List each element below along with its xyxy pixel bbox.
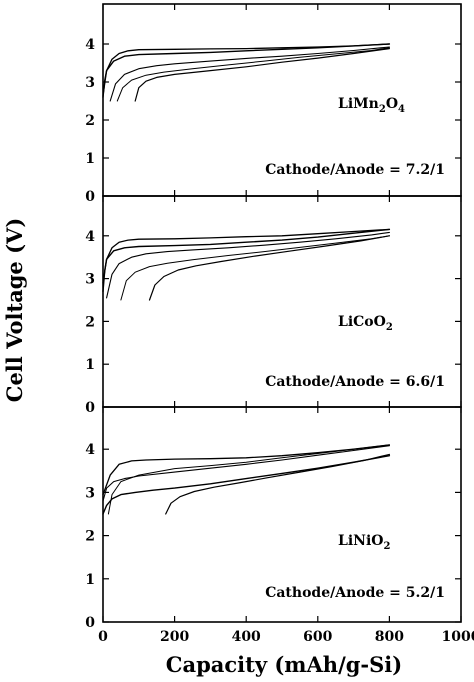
formula-text: LiCoO (338, 314, 386, 330)
curve-1 (102, 228, 391, 284)
curve-2 (109, 46, 390, 102)
x-tick-labels: 0 200 400 600 800 1000 (98, 629, 474, 645)
curve-4 (120, 235, 390, 301)
y-tick-label: 4 (85, 37, 95, 53)
curve-5 (165, 453, 390, 515)
y-tick-label: 2 (85, 314, 95, 330)
y-tick-label: 2 (85, 529, 95, 545)
compound-label: LiNiO2 (338, 533, 390, 552)
y-tick-label: 1 (85, 572, 95, 588)
y-tick-label: 0 (85, 189, 95, 205)
curve-1 (102, 43, 391, 96)
curve-5 (148, 235, 390, 301)
y-axis-title: Cell Voltage (V) (2, 218, 27, 403)
curve-3 (102, 43, 391, 98)
ratio-label: Cathode/Anode = 5.2/1 (265, 585, 445, 601)
y-tick-label: 2 (85, 113, 95, 129)
compound-label: LiMn2O4 (338, 96, 405, 115)
x-tick-label: 400 (232, 629, 261, 645)
curve-1 (102, 444, 391, 496)
y-tick-label: 4 (85, 229, 95, 245)
ratio-label: Cathode/Anode = 6.6/1 (265, 374, 445, 390)
y-tick-label: 1 (85, 151, 95, 167)
x-tick-label: 0 (98, 629, 108, 645)
x-tick-label: 1000 (442, 629, 474, 645)
curve-2 (106, 231, 390, 299)
curve-3 (102, 455, 391, 515)
curve-3 (102, 228, 391, 293)
x-tick-label: 200 (160, 629, 189, 645)
compound-label: LiCoO2 (338, 314, 393, 333)
y-tick-label: 0 (85, 400, 95, 416)
curve-4 (107, 444, 390, 515)
formula-text: LiNiO (338, 533, 383, 549)
y-tick-label: 1 (85, 357, 95, 373)
x-tick-label: 600 (303, 629, 332, 645)
y-tick-label: 3 (85, 485, 95, 501)
formula-subscript: 2 (386, 322, 393, 333)
y-tick-label: 3 (85, 75, 95, 91)
formula-subscript: 2 (379, 104, 386, 115)
x-tick-label: 800 (375, 629, 404, 645)
y-tick-label: 3 (85, 272, 95, 288)
curve-2 (102, 445, 390, 502)
formula-text: O (386, 96, 398, 112)
formula-subscript: 2 (383, 541, 390, 552)
ratio-label: Cathode/Anode = 7.2/1 (265, 162, 445, 178)
curve-5 (134, 48, 390, 102)
formula-text: LiMn (338, 96, 379, 112)
y-tick-label: 4 (85, 442, 95, 458)
curve-4 (116, 47, 390, 102)
x-axis-title: Capacity (mAh/g-Si) (166, 652, 402, 677)
formula-subscript: 4 (398, 104, 405, 115)
y-tick-label: 0 (85, 615, 95, 631)
